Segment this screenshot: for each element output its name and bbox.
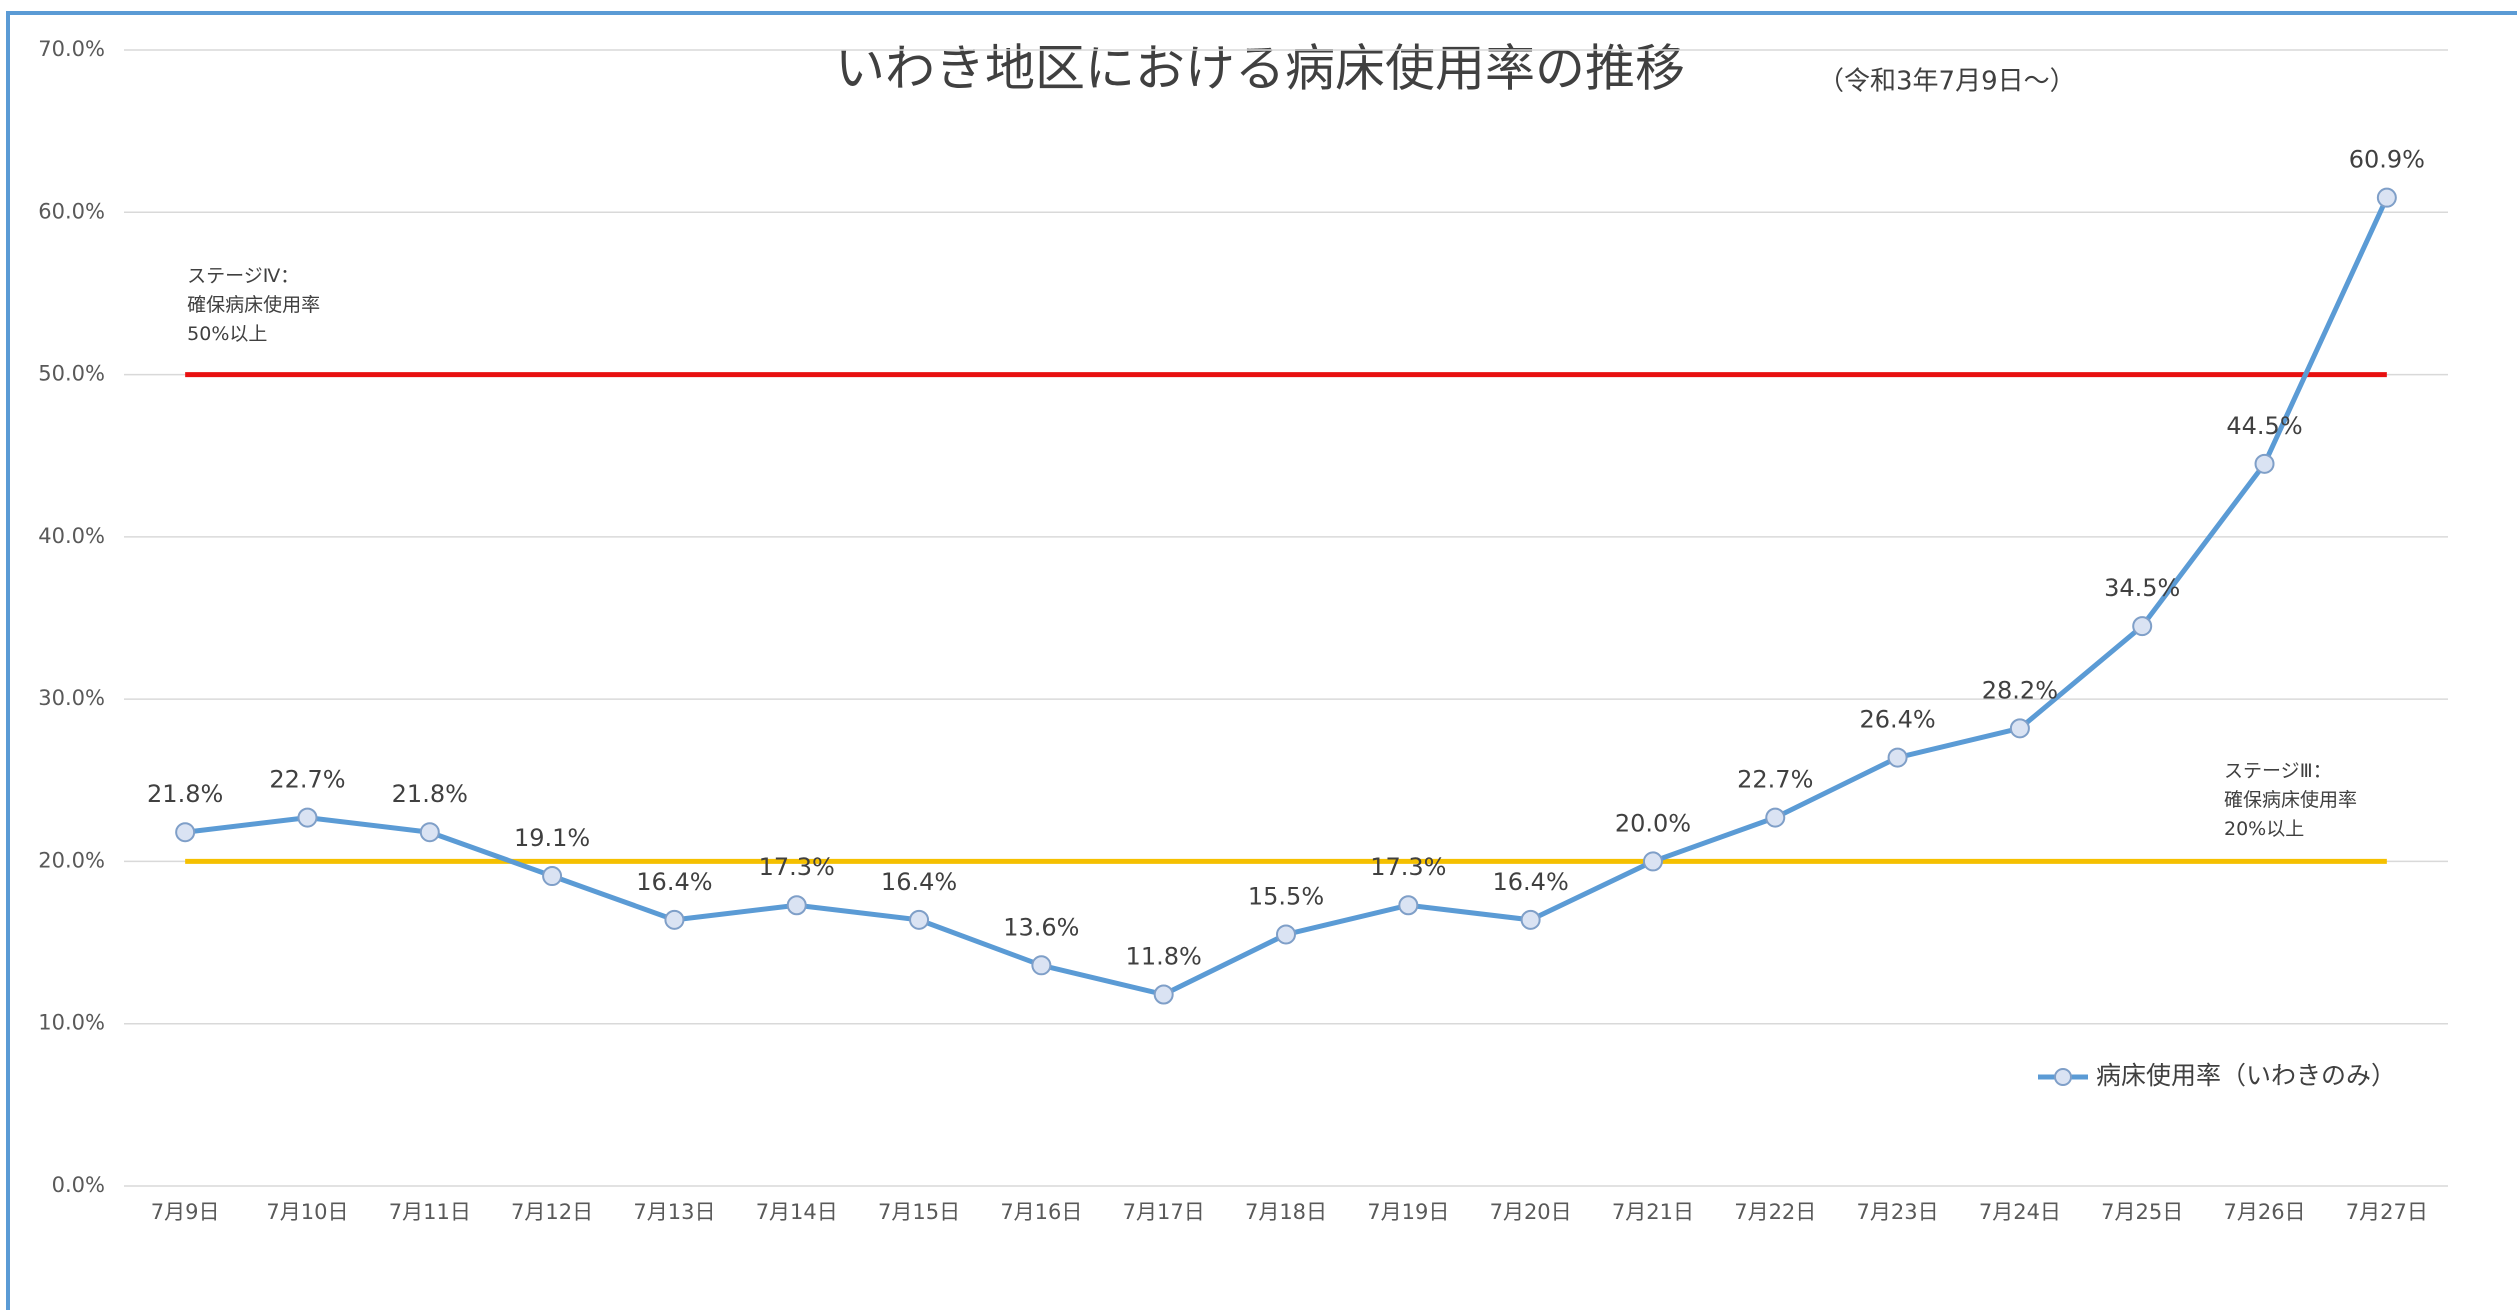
x-tick-label: 7月20日 bbox=[1490, 1200, 1572, 1224]
data-point bbox=[1153, 984, 1174, 1005]
data-label: 28.2% bbox=[1982, 676, 2058, 704]
data-label: 19.1% bbox=[514, 824, 590, 852]
x-tick-label: 7月10日 bbox=[266, 1200, 348, 1224]
data-point bbox=[1887, 747, 1908, 768]
chart-subtitle: （令和3年7月9日～） bbox=[1818, 67, 2076, 97]
x-tick-label: 7月13日 bbox=[633, 1200, 715, 1224]
y-tick-label: 40.0% bbox=[38, 524, 105, 548]
data-point bbox=[542, 866, 563, 887]
y-tick-label: 50.0% bbox=[38, 362, 105, 386]
data-label: 21.8% bbox=[392, 780, 468, 808]
x-tick-label: 7月18日 bbox=[1245, 1200, 1327, 1224]
x-tick-label: 7月24日 bbox=[1979, 1200, 2061, 1224]
y-tick-label: 60.0% bbox=[38, 199, 105, 223]
data-label: 13.6% bbox=[1003, 913, 1079, 941]
y-tick-label: 20.0% bbox=[38, 848, 105, 872]
data-label: 22.7% bbox=[269, 766, 345, 794]
reference-label: ステージⅢ： bbox=[2224, 760, 2332, 782]
x-tick-label: 7月15日 bbox=[878, 1200, 960, 1224]
data-point bbox=[175, 822, 196, 843]
data-label: 20.0% bbox=[1615, 809, 1691, 837]
y-tick-label: 70.0% bbox=[38, 37, 105, 61]
x-tick-label: 7月27日 bbox=[2346, 1200, 2428, 1224]
series-line bbox=[184, 196, 2390, 998]
data-point bbox=[1642, 851, 1663, 872]
data-point bbox=[786, 895, 807, 916]
y-tick-label: 0.0% bbox=[52, 1173, 105, 1197]
data-point bbox=[2132, 616, 2153, 637]
data-point bbox=[419, 822, 440, 843]
data-label: 17.3% bbox=[1370, 853, 1446, 881]
x-tick-label: 7月21日 bbox=[1612, 1200, 1694, 1224]
data-point bbox=[2254, 453, 2275, 474]
data-point bbox=[664, 909, 685, 930]
x-tick-label: 7月19日 bbox=[1367, 1200, 1449, 1224]
reference-label: 50%以上 bbox=[187, 323, 267, 345]
data-point bbox=[1276, 924, 1296, 945]
data-label: 17.3% bbox=[759, 853, 835, 881]
frame bbox=[6, 11, 2517, 1310]
reference-label: 20%以上 bbox=[2224, 818, 2304, 840]
x-tick-label: 7月9日 bbox=[151, 1200, 220, 1224]
x-tick-label: 7月23日 bbox=[1857, 1200, 1939, 1224]
data-label: 26.4% bbox=[1859, 706, 1935, 734]
y-tick-label: 30.0% bbox=[38, 686, 105, 710]
data-point bbox=[2009, 718, 2030, 739]
data-point bbox=[909, 909, 930, 930]
x-tick-label: 7月25日 bbox=[2101, 1200, 2183, 1224]
legend-label: 病床使用率（いわきのみ） bbox=[2096, 1061, 2396, 1090]
x-tick-label: 7月17日 bbox=[1123, 1200, 1205, 1224]
data-label: 16.4% bbox=[1493, 868, 1569, 896]
data-label: 60.9% bbox=[2349, 146, 2425, 174]
x-tick-label: 7月11日 bbox=[389, 1200, 471, 1224]
data-label: 34.5% bbox=[2104, 574, 2180, 602]
data-point bbox=[1398, 895, 1419, 916]
x-tick-label: 7月12日 bbox=[511, 1200, 593, 1224]
reference-label: 確保病床使用率 bbox=[187, 294, 320, 316]
reference-label: ステージⅣ： bbox=[187, 265, 299, 287]
data-label: 21.8% bbox=[147, 780, 223, 808]
data-point bbox=[1031, 955, 1052, 976]
data-label: 16.4% bbox=[881, 868, 957, 896]
x-tick-label: 7月26日 bbox=[2223, 1200, 2305, 1224]
data-point bbox=[297, 807, 318, 828]
x-tick-label: 7月16日 bbox=[1000, 1200, 1082, 1224]
data-label: 16.4% bbox=[636, 868, 712, 896]
data-label: 44.5% bbox=[2226, 412, 2302, 440]
x-tick-label: 7月22日 bbox=[1734, 1200, 1816, 1224]
chart-title: いわき地区における病床使用率の推移 bbox=[835, 40, 1685, 98]
data-point bbox=[1765, 807, 1786, 828]
data-label: 22.7% bbox=[1737, 766, 1813, 794]
x-tick-label: 7月14日 bbox=[756, 1200, 838, 1224]
y-tick-label: 10.0% bbox=[38, 1011, 105, 1035]
data-label: 15.5% bbox=[1248, 882, 1324, 910]
data-label: 11.8% bbox=[1126, 943, 1202, 971]
data-point bbox=[1520, 909, 1541, 930]
reference-label: 確保病床使用率 bbox=[2224, 789, 2357, 811]
legend-marker bbox=[2054, 1068, 2072, 1086]
data-point bbox=[2376, 187, 2397, 208]
